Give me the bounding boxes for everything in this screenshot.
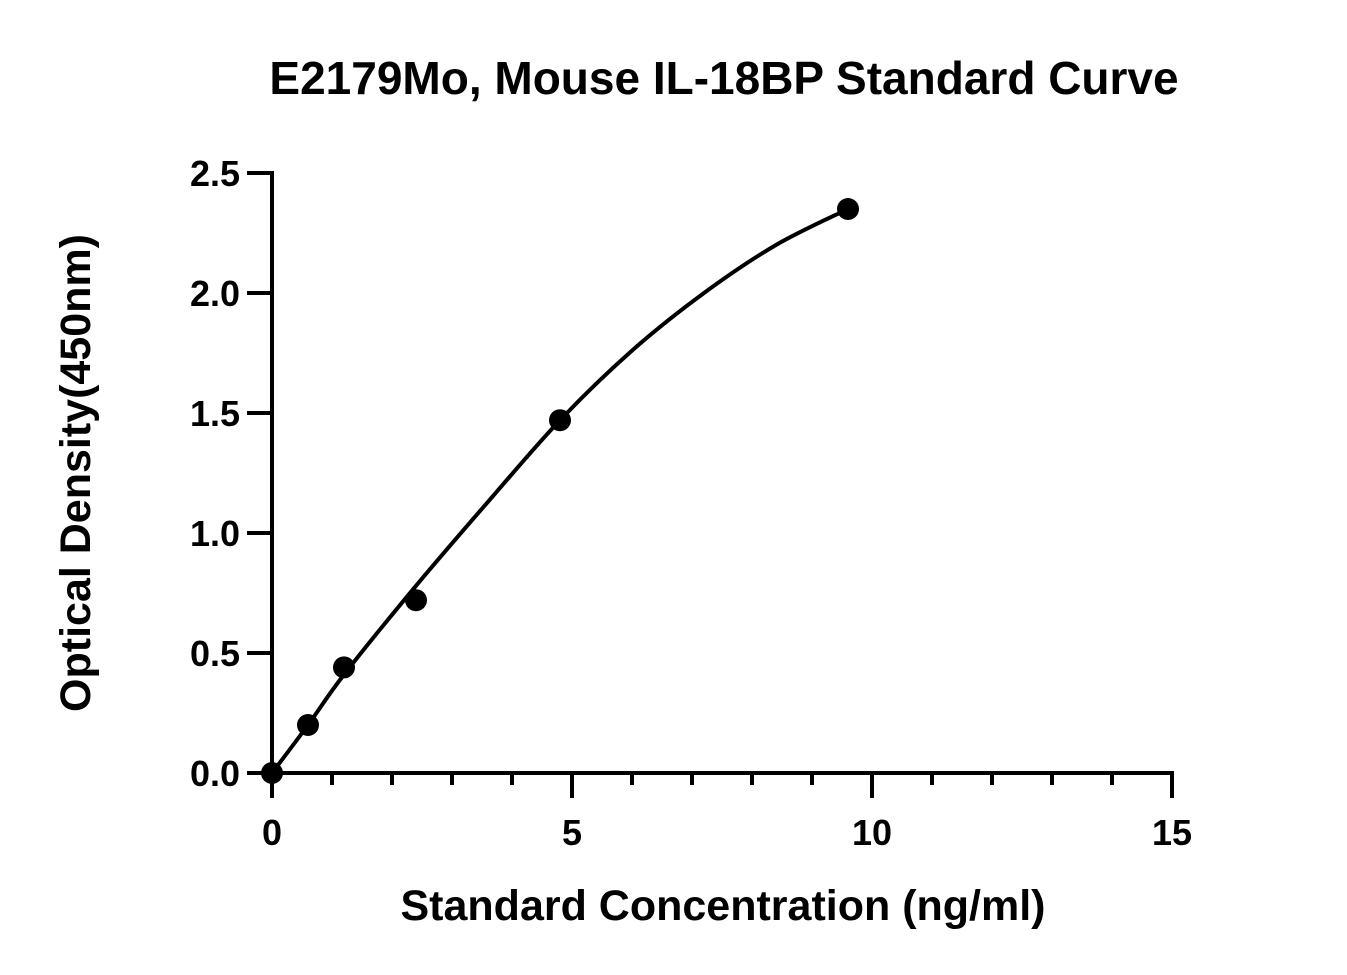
x-tick-label: 5: [562, 812, 582, 853]
y-tick-label: 2.0: [190, 273, 240, 314]
data-point: [261, 762, 283, 784]
y-tick-label: 2.5: [190, 153, 240, 194]
y-tick-label: 1.5: [190, 393, 240, 434]
y-tick-label: 1.0: [190, 513, 240, 554]
y-tick-label: 0.0: [190, 753, 240, 794]
fit-curve: [270, 207, 849, 775]
y-tick-label: 0.5: [190, 633, 240, 674]
x-tick-label: 0: [262, 812, 282, 853]
data-point: [837, 198, 859, 220]
x-tick-label: 10: [852, 812, 892, 853]
plot-area: 0.0 0.5 1.0 1.5 2.0 2.5 0 5 10 15: [190, 153, 1192, 853]
data-point: [405, 589, 427, 612]
chart-title: E2179Mo, Mouse IL-18BP Standard Curve: [269, 52, 1178, 104]
x-tick-label: 15: [1152, 812, 1192, 853]
data-point: [297, 714, 319, 736]
data-point: [549, 409, 571, 432]
data-point: [333, 656, 355, 679]
y-axis-label: Optical Density(450nm): [52, 234, 100, 712]
x-axis-label: Standard Concentration (ng/ml): [401, 882, 1046, 930]
